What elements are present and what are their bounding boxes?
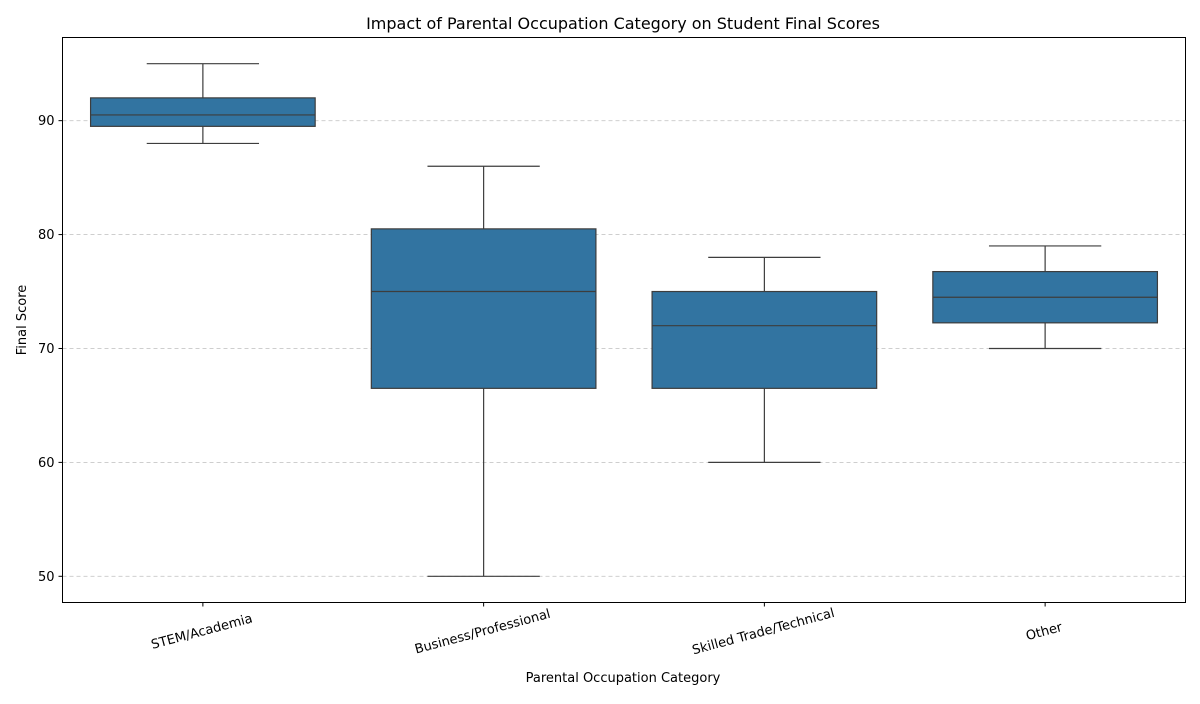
x-tick-label: Skilled Trade/Technical [691, 606, 837, 658]
box-group [651, 256, 878, 463]
plot-area-frame [62, 37, 1186, 603]
x-axis-label: Parental Occupation Category [526, 671, 721, 686]
y-tick-label: 90 [38, 114, 55, 129]
box-group [932, 245, 1159, 350]
box-group [89, 63, 316, 145]
y-tick-label: 60 [38, 456, 55, 471]
iqr-box [651, 290, 878, 389]
x-axis-ticks: STEM/Academia Business/Professional Skille… [150, 602, 1065, 658]
iqr-box [370, 228, 597, 389]
boxes [89, 63, 1159, 577]
x-tick-label: Other [1024, 620, 1064, 644]
x-tick-label: STEM/Academia [150, 611, 255, 652]
box-group [370, 165, 597, 577]
y-tick-label: 50 [38, 570, 55, 585]
y-tick-label: 80 [38, 228, 55, 243]
chart-title: Impact of Parental Occupation Category o… [366, 14, 880, 33]
iqr-box [89, 97, 316, 127]
y-tick-label: 70 [38, 342, 55, 357]
y-axis-label: Final Score [15, 285, 30, 356]
gridlines [62, 120, 1186, 577]
y-axis-ticks: 50 60 70 80 90 [38, 114, 63, 585]
x-tick-label: Business/Professional [413, 607, 552, 658]
